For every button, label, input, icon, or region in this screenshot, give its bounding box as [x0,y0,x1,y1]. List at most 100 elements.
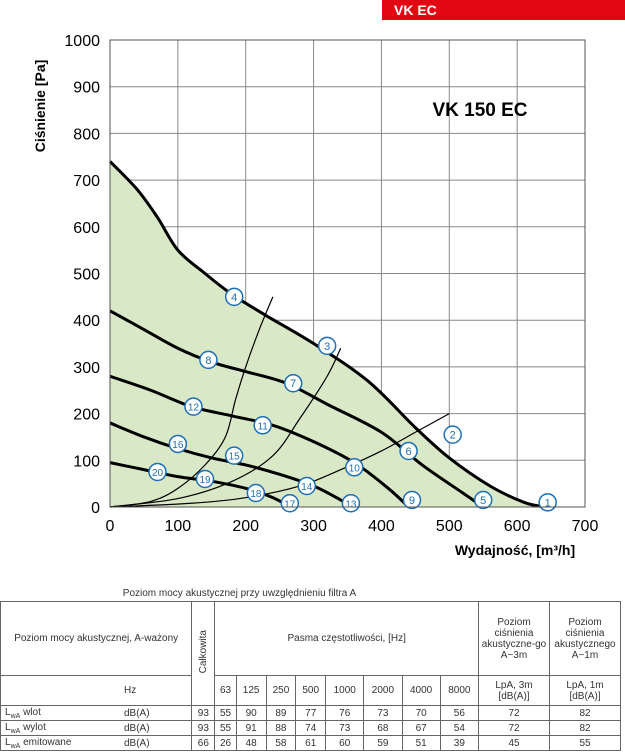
row-lpa1: 82 [549,720,621,736]
fan-curve [108,160,545,509]
curve-marker: 19 [195,469,215,489]
total-header: Całkowita [197,630,209,674]
band-value: 58 [265,735,297,751]
acoustic-table-section: Poziom mocy akustycznej przy uwzględnien… [0,585,625,751]
row-header: Poziom mocy akustycznej, A-ważony [0,601,193,676]
marker-label: 17 [284,499,296,510]
band-value: 56 [439,705,480,721]
marker-circle [297,476,317,496]
marker-label: 20 [152,468,164,479]
band-value: 51 [401,735,441,751]
curve-marker: 8 [199,350,218,370]
y-tick-label: 0 [91,500,100,517]
x-tick-label: 300 [300,518,327,535]
marker-label: 2 [450,430,456,442]
band-value: 70 [401,705,441,721]
marker-circle [473,490,493,510]
x-tick-label: 500 [436,518,463,535]
marker-label: 12 [188,403,200,414]
x-tick-label: 400 [368,518,395,535]
fan-curve [109,421,352,509]
row-name: LwA wlot [0,705,123,721]
table-row: LwA emitowane dB(A) 66 26 48 58 61 60 59 51 39 45 55 [0,735,621,751]
band-value: 61 [295,735,327,751]
curve-marker: 6 [399,441,418,461]
plot-frame [109,39,586,508]
band-value: 55 [214,720,237,736]
marker-label: 6 [406,446,412,458]
marker-circle [317,336,337,356]
band-header: 125 [235,675,267,706]
lpa1-header: Poziom ciśnienia akustycznego A~1m [549,601,621,676]
marker-circle [224,446,244,465]
marker-label: 11 [257,421,268,432]
marker-circle [184,397,203,416]
band-value: 26 [214,735,237,751]
curve-marker: 1 [538,493,557,512]
marker-label: 9 [409,495,415,507]
marker-label: 1 [545,497,551,509]
band-value: 89 [265,705,297,721]
curve-marker: 12 [184,397,203,416]
y-tick-label: 1000 [64,33,100,50]
curve-marker: 17 [280,494,300,513]
curve-marker: 4 [224,287,244,307]
table-row: LwA wlot dB(A) 93 55 90 89 77 76 73 70 56 72 82 [0,705,621,721]
operating-area [110,161,545,508]
y-tick-label: 400 [73,313,100,330]
marker-label: 7 [290,378,296,390]
curve-marker: 18 [246,483,266,503]
band-value: 48 [235,735,267,751]
y-tick-label: 600 [73,220,100,237]
system-curves [109,296,450,508]
curve-marker: 11 [253,416,272,435]
x-tick-label: 700 [572,518,599,535]
x-axis-label: Wydajność, [m³/h] [455,542,575,558]
row-total: 93 [191,720,216,736]
marker-circle [253,416,272,435]
y-axis-label: Ciśnienie [Pa] [32,60,48,153]
bands-header: Pasma częstotliwości, [Hz] [214,601,479,676]
row-lpa3: 72 [478,705,550,721]
band-header: 250 [265,675,297,706]
marker-circle [443,425,462,444]
x-tick-label: 600 [504,518,531,535]
table-title: Poziom mocy akustycznej przy uwzględnien… [122,587,357,599]
chart-axes: 0 100 200 300 400 500 600 700 0 100 200 300 400 500 60… [64,33,598,535]
row-name: LwA emitowane [0,735,123,751]
marker-label: 10 [349,463,361,474]
curve-marker: 14 [297,476,317,496]
marker-label: 19 [199,475,211,486]
system-curve [109,296,274,508]
band-value: 73 [363,705,403,721]
curve-marker: 15 [224,446,244,465]
curve-marker: 20 [148,462,167,482]
curve-marker: 9 [402,490,422,510]
curve-marker: 10 [345,458,364,477]
marker-circle [224,287,244,307]
row-unit: dB(A) [123,720,193,736]
marker-circle [399,441,418,461]
x-tick-label: 0 [106,518,115,535]
band-value: 54 [439,720,480,736]
marker-label: 3 [324,341,330,353]
row-lpa1: 55 [549,735,621,751]
marker-label: 18 [250,489,262,500]
curve-marker: 13 [341,494,361,513]
band-value: 77 [295,705,327,721]
y-tick-label: 300 [73,360,100,377]
marker-circle [199,350,218,370]
band-value: 91 [235,720,267,736]
marker-circle [246,483,266,503]
y-tick-label: 200 [73,407,100,424]
system-curve [109,413,450,508]
row-lpa1: 82 [549,705,621,721]
band-value: 55 [214,705,237,721]
curve-marker: 5 [473,490,493,510]
band-value: 67 [401,720,441,736]
lpa3-header: Poziom ciśnienia akustyczne-go A~3m [478,601,550,676]
band-header: 1000 [325,675,365,706]
fan-curve [109,374,410,509]
